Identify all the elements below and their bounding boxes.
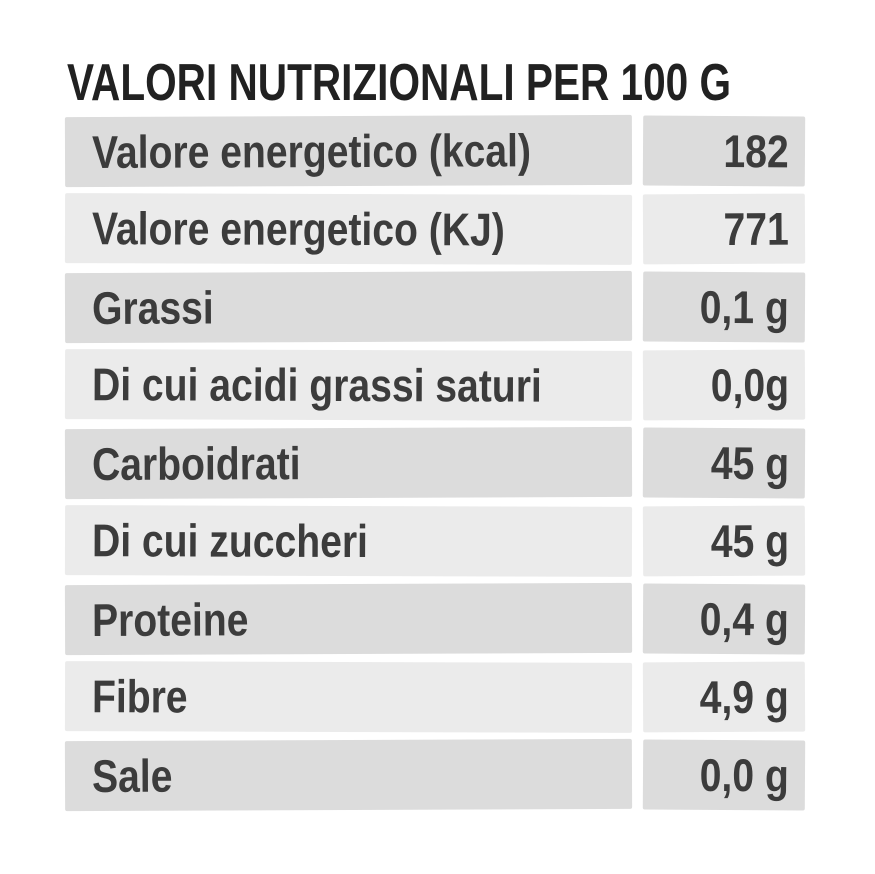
nutrient-value-cell: 182 xyxy=(642,115,806,187)
nutrient-value: 771 xyxy=(723,202,790,256)
nutrition-table: Valore energetico (kcal) 182 Valore ener… xyxy=(64,114,806,812)
nutrient-value: 0,1 g xyxy=(699,280,790,334)
nutrient-label-cell: Di cui acidi grassi saturi xyxy=(64,349,633,421)
nutrient-value-cell: 0,0g xyxy=(642,349,806,421)
nutrient-label-cell: Carboidrati xyxy=(64,426,633,500)
nutrient-label: Sale xyxy=(91,749,173,802)
table-row: Grassi 0,1 g xyxy=(64,270,806,344)
nutrient-value: 0,0g xyxy=(710,358,790,412)
nutrient-value-cell: 45 g xyxy=(642,427,806,499)
nutrient-value-cell: 0,0 g xyxy=(642,739,806,811)
table-row: Di cui zuccheri 45 g xyxy=(64,505,806,577)
nutrient-value: 4,9 g xyxy=(699,670,790,724)
nutrient-label-cell: Di cui zuccheri xyxy=(64,505,633,577)
nutrient-value-cell: 45 g xyxy=(642,505,806,577)
nutrition-title: VALORI NUTRIZIONALI PER 100 G xyxy=(67,54,732,112)
nutrient-value-cell: 0,4 g xyxy=(642,583,806,655)
nutrient-value-cell: 4,9 g xyxy=(642,661,806,733)
nutrient-value: 0,0 g xyxy=(699,748,790,802)
table-row: Di cui acidi grassi saturi 0,0g xyxy=(64,349,806,421)
nutrient-label: Proteine xyxy=(91,593,249,646)
nutrient-value: 0,4 g xyxy=(699,592,790,646)
nutrient-label: Carboidrati xyxy=(91,437,301,490)
table-row: Proteine 0,4 g xyxy=(64,582,806,656)
nutrient-label-cell: Proteine xyxy=(64,582,633,656)
nutrient-label-cell: Sale xyxy=(64,738,633,812)
nutrient-value: 45 g xyxy=(710,514,790,568)
nutrient-value: 45 g xyxy=(710,436,790,490)
nutrient-label-cell: Fibre xyxy=(64,661,633,733)
table-row: Sale 0,0 g xyxy=(64,738,806,812)
nutrient-value: 182 xyxy=(723,124,790,178)
nutrition-label: VALORI NUTRIZIONALI PER 100 G Valore ene… xyxy=(64,54,806,818)
nutrient-label-cell: Grassi xyxy=(64,270,633,344)
nutrient-label: Valore energetico (KJ) xyxy=(91,202,505,256)
nutrient-label: Di cui zuccheri xyxy=(91,514,369,568)
nutrient-label: Di cui acidi grassi saturi xyxy=(91,358,542,412)
table-row: Fibre 4,9 g xyxy=(64,661,806,733)
nutrient-label: Fibre xyxy=(91,670,188,723)
nutrient-value-cell: 0,1 g xyxy=(642,271,806,343)
nutrient-label: Valore energetico (kcal) xyxy=(91,124,532,178)
nutrient-label-cell: Valore energetico (kcal) xyxy=(64,114,633,188)
table-row: Valore energetico (kcal) 182 xyxy=(64,114,806,188)
nutrient-value-cell: 771 xyxy=(642,193,806,265)
nutrient-label: Grassi xyxy=(91,281,214,334)
nutrient-label-cell: Valore energetico (KJ) xyxy=(64,193,633,265)
table-row: Carboidrati 45 g xyxy=(64,426,806,500)
table-row: Valore energetico (KJ) 771 xyxy=(64,193,806,265)
